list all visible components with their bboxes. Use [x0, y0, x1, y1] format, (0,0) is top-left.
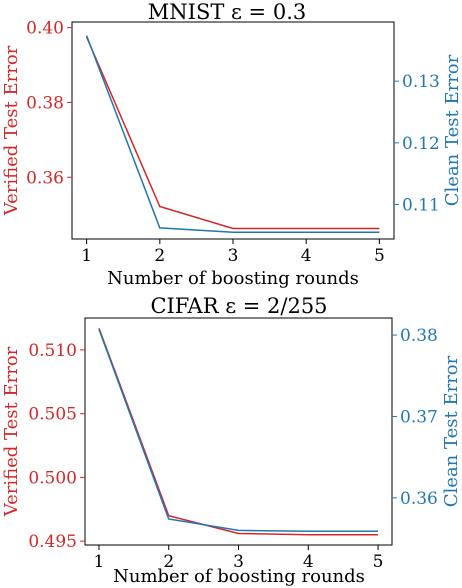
y-axis-label-left: Verified Test Error [1, 346, 22, 517]
y-tick-label-right: 0.38 [400, 326, 438, 346]
y-axis-label-right: Clean Test Error [441, 355, 462, 507]
x-tick-label: 2 [154, 246, 165, 266]
y-tick-label-left: 0.40 [26, 19, 64, 39]
plot-frame [71, 21, 395, 240]
y-tick-label-left: 0.510 [28, 341, 77, 361]
plot-frame [84, 317, 393, 546]
x-tick-label: 4 [301, 246, 312, 266]
y-tick-label-left: 0.495 [28, 532, 77, 552]
y-axis-label-right: Clean Test Error [442, 54, 462, 206]
x-tick-label: 4 [303, 552, 314, 572]
y-tick-label-right: 0.36 [400, 489, 438, 509]
x-tick-label: 3 [233, 552, 244, 572]
y-tick-label-left: 0.500 [28, 468, 77, 488]
y-tick-label-right: 0.13 [402, 72, 440, 92]
chart-mnist: MNIST ε = 0.3 1 2 3 4 5 0.36 0.38 0.40 0.11 0.12 0… [1, 0, 462, 289]
x-tick-label: 3 [228, 246, 239, 266]
x-tick-label: 1 [94, 552, 105, 572]
y-tick-label-right: 0.11 [402, 195, 440, 215]
chart-title: CIFAR ε = 2/255 [150, 294, 327, 318]
x-tick-label: 2 [163, 552, 174, 572]
y-tick-label-left: 0.36 [26, 168, 64, 188]
chart-title: MNIST ε = 0.3 [148, 0, 306, 24]
y-axis-label-left: Verified Test Error [1, 45, 22, 216]
x-axis-label: Number of boosting rounds [107, 268, 359, 289]
series-line-clean [85, 35, 380, 233]
y-tick-label-right: 0.12 [402, 134, 440, 154]
x-tick-label: 5 [374, 246, 385, 266]
y-tick-label-right: 0.37 [400, 407, 438, 427]
chart-cifar: CIFAR ε = 2/255 1 2 3 4 5 0.495 0.500 0.505 0.51… [1, 294, 462, 587]
x-tick-label: 5 [373, 552, 384, 572]
x-tick-label: 1 [81, 246, 92, 266]
series-line-clean [98, 329, 378, 532]
series-line-verified [85, 36, 380, 230]
y-tick-label-left: 0.38 [26, 93, 64, 113]
series-line-verified [98, 327, 378, 536]
y-tick-label-left: 0.505 [28, 405, 77, 425]
x-axis-label: Number of boosting rounds [113, 566, 365, 587]
